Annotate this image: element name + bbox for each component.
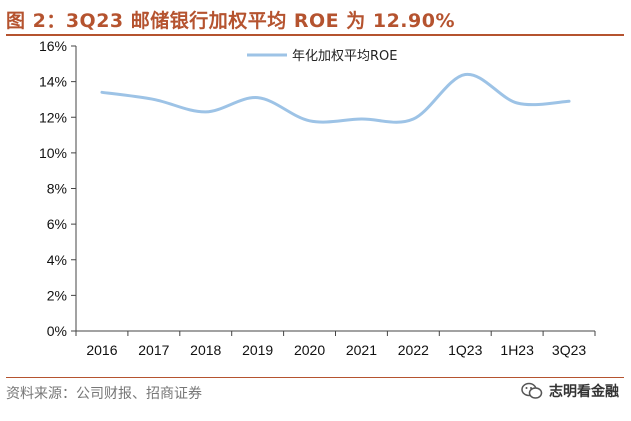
data-point	[152, 98, 155, 101]
title-divider	[6, 34, 624, 36]
x-tick-label: 2020	[294, 342, 325, 358]
series-line	[100, 72, 571, 124]
x-tick-label: 3Q23	[552, 342, 586, 358]
data-point	[516, 102, 519, 105]
x-axis-labels: 2016 2017 2018 2019 2020 2021 2022 1Q23 1H23 3Q23	[86, 342, 586, 358]
x-tick-label: 2017	[138, 342, 169, 358]
source-note: 资料来源：公司财报、招商证券	[6, 386, 202, 402]
y-axis-labels: 0% 2% 4% 6% 8% 10% 12% 14% 16%	[39, 38, 67, 339]
y-tick-label: 6%	[47, 216, 67, 232]
data-point	[204, 110, 207, 113]
data-point	[464, 73, 467, 76]
figure-title: 图 2：3Q23 邮储银行加权平均 ROE 为 12.90%	[6, 10, 456, 32]
legend-label: 年化加权平均ROE	[292, 48, 397, 64]
y-tick-label: 4%	[47, 252, 67, 268]
data-point	[412, 118, 415, 121]
wechat-icon	[521, 382, 543, 399]
data-point	[360, 118, 363, 121]
brand-badge: 志明看金融	[521, 381, 619, 401]
y-tick-label: 8%	[47, 181, 67, 197]
x-tick-label: 2022	[398, 342, 429, 358]
data-point	[308, 119, 311, 122]
footer-divider	[6, 377, 624, 378]
y-tick-label: 12%	[39, 109, 67, 125]
data-point	[256, 96, 259, 99]
axes	[71, 45, 596, 336]
y-tick-label: 10%	[39, 145, 67, 161]
x-tick-label: 2016	[86, 342, 117, 358]
y-tick-label: 2%	[47, 287, 67, 303]
x-tick-label: 2021	[346, 342, 377, 358]
data-point	[100, 91, 103, 94]
x-tick-label: 2018	[190, 342, 221, 358]
x-tick-label: 1Q23	[448, 342, 482, 358]
y-tick-label: 16%	[39, 38, 67, 54]
series-group	[100, 72, 571, 124]
brand-name: 志明看金融	[549, 384, 619, 400]
y-tick-label: 14%	[39, 74, 67, 90]
legend: 年化加权平均ROE	[247, 48, 397, 64]
x-tick-label: 2019	[242, 342, 273, 358]
data-point	[568, 100, 571, 103]
x-tick-label: 1H23	[500, 342, 534, 358]
y-tick-label: 0%	[47, 323, 67, 339]
